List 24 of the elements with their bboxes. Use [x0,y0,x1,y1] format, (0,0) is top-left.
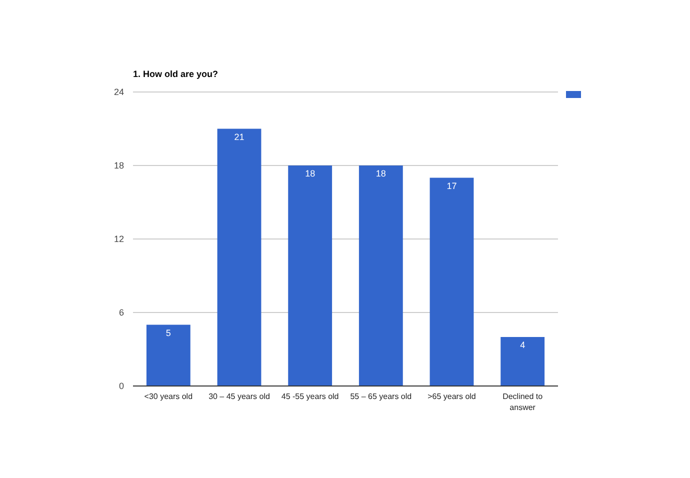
bar [358,166,403,386]
y-tick-label: 18 [114,160,124,170]
chart-title: 1. How old are you? [133,69,218,79]
y-tick-label: 0 [118,381,124,391]
x-tick-label: 30 – 45 years old [208,392,270,401]
data-label: 5 [166,328,171,338]
y-tick-label: 24 [114,87,124,97]
x-tick-label: 45 -55 years old [281,392,339,401]
data-label: 17 [446,180,457,191]
y-tick-label: 12 [114,234,124,244]
bar [500,337,545,386]
data-label: 18 [305,168,316,178]
data-label: 18 [376,168,386,178]
bar [217,128,262,386]
bar [430,178,474,386]
x-tick-label: <30 years old [144,392,193,401]
data-label: 4 [520,340,526,350]
x-tick-label: 55 – 65 years old [350,392,412,401]
y-tick-label: 6 [118,308,124,318]
x-tick-label: Declined to answer [502,392,544,412]
x-tick-label: >65 years old [428,392,476,401]
bar [288,166,332,386]
data-label: 21 [234,132,244,142]
bar [146,324,190,386]
